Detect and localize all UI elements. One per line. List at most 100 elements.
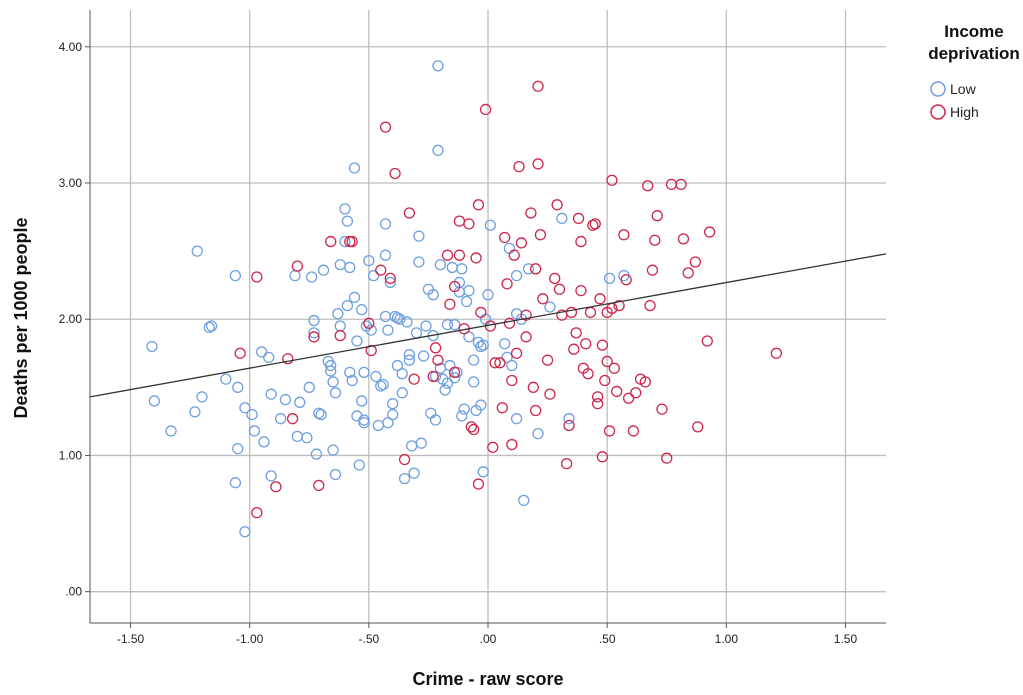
data-point-high xyxy=(601,355,613,368)
y-tick-label: .00 xyxy=(65,585,82,599)
data-point-low xyxy=(308,314,320,327)
data-points xyxy=(146,60,783,538)
data-point-low xyxy=(303,381,315,393)
data-point-low xyxy=(382,324,394,336)
data-point-high xyxy=(537,293,549,305)
data-point-high xyxy=(506,438,518,451)
data-point-low xyxy=(341,215,354,227)
data-point-high xyxy=(563,419,575,432)
data-point-low xyxy=(518,494,530,507)
data-point-low xyxy=(375,380,387,392)
data-point-low xyxy=(301,432,313,444)
axes xyxy=(85,10,886,628)
data-point-low xyxy=(246,408,258,421)
data-point-low xyxy=(434,259,446,271)
data-point-low xyxy=(358,414,370,426)
data-point-low xyxy=(341,299,354,312)
data-point-high xyxy=(429,342,442,354)
data-point-low xyxy=(603,272,616,285)
data-point-low xyxy=(344,261,356,274)
data-point-low xyxy=(482,289,494,301)
grid xyxy=(90,10,886,623)
data-point-high xyxy=(291,260,303,272)
data-point-low xyxy=(327,376,339,388)
data-point-high xyxy=(570,327,582,339)
data-point-low xyxy=(460,295,473,308)
data-point-low xyxy=(401,316,413,328)
data-point-low xyxy=(468,354,480,366)
data-point-high xyxy=(282,353,294,365)
data-point-high xyxy=(596,339,609,351)
data-point-low xyxy=(396,368,408,380)
data-point-high xyxy=(568,343,580,355)
data-point-high xyxy=(427,370,439,383)
data-point-low xyxy=(327,444,339,456)
x-tick-label: -1.00 xyxy=(236,632,264,646)
data-point-low xyxy=(456,410,468,422)
data-point-high xyxy=(651,210,663,222)
data-point-low xyxy=(346,374,358,387)
data-point-high xyxy=(608,362,620,374)
data-point-low xyxy=(403,348,416,361)
x-tick-label: 1.50 xyxy=(834,632,858,646)
data-point-low xyxy=(456,263,468,275)
data-point-low xyxy=(146,340,158,353)
data-point-high xyxy=(560,457,573,470)
data-point-high xyxy=(682,267,694,279)
data-point-high xyxy=(622,392,635,404)
data-point-high xyxy=(591,398,604,410)
data-point-low xyxy=(448,319,461,331)
fit-line-group xyxy=(89,253,887,398)
data-point-low xyxy=(363,254,375,267)
data-point-high xyxy=(503,317,516,329)
data-point-high xyxy=(470,252,482,264)
data-point-high xyxy=(379,121,392,133)
data-point-low xyxy=(429,414,442,426)
data-point-low xyxy=(384,276,396,289)
data-point-low xyxy=(313,407,325,419)
data-point-low xyxy=(441,377,454,389)
data-point-high xyxy=(501,278,513,290)
data-point-high xyxy=(334,329,346,342)
data-point-low xyxy=(358,366,370,379)
data-point-high xyxy=(463,218,475,230)
data-point-high xyxy=(544,388,556,400)
data-point-high xyxy=(448,280,461,293)
data-point-low xyxy=(332,308,344,320)
data-point-high xyxy=(644,299,656,312)
data-point-high xyxy=(675,178,687,191)
data-point-high xyxy=(496,402,508,414)
data-point-low xyxy=(522,263,535,275)
data-point-low xyxy=(325,365,337,377)
tick-labels: -1.50 -1.00 -.50 .00 .50 1.00 1.50 .00 1.00 2.00 3… xyxy=(59,40,858,646)
data-point-low xyxy=(403,354,416,366)
data-point-high xyxy=(703,226,716,238)
data-point-high xyxy=(572,212,585,225)
data-point-high xyxy=(630,387,642,399)
data-point-high xyxy=(606,174,618,186)
data-point-high xyxy=(541,354,554,366)
data-point-low xyxy=(379,218,392,230)
data-point-low xyxy=(358,417,370,429)
data-point-low xyxy=(432,60,444,72)
data-point-high xyxy=(398,453,411,466)
data-point-high xyxy=(549,272,561,285)
data-point-low xyxy=(420,320,432,332)
data-point-high xyxy=(565,306,578,319)
data-point-low xyxy=(229,477,242,489)
data-point-low xyxy=(148,395,160,407)
data-point-high xyxy=(475,306,487,319)
data-point-low xyxy=(325,359,337,372)
data-point-high xyxy=(530,404,542,417)
data-point-low xyxy=(305,271,318,283)
data-point-high xyxy=(251,271,263,283)
legend-title-line-2: deprivation xyxy=(928,44,1020,63)
data-point-low xyxy=(165,425,177,437)
x-axis-title: Crime - raw score xyxy=(412,669,563,689)
y-axis-title: Deaths per 1000 people xyxy=(11,217,31,418)
data-point-high xyxy=(649,234,661,246)
data-point-high xyxy=(441,249,454,261)
data-point-high xyxy=(432,354,444,366)
data-point-low xyxy=(506,359,518,372)
data-point-low xyxy=(463,331,475,343)
